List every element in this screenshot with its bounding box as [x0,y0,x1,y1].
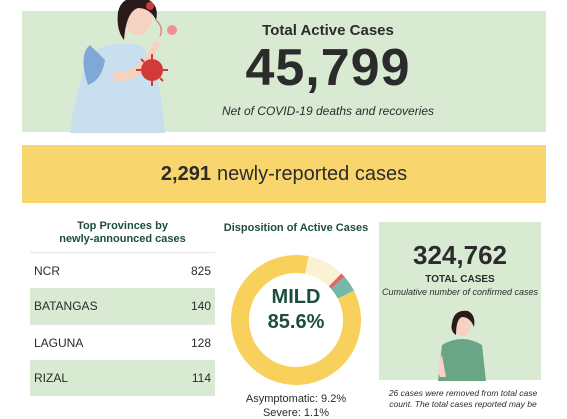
donut-segment-mild [231,255,361,385]
donut-segment-severe [328,273,345,289]
severe-text: Severe: 1.1% [262,407,330,419]
total-cases-value: 324,762 [413,240,507,270]
province-name: NCR [34,263,60,278]
person-illustration-icon [438,310,486,381]
provinces-title-line1: Top Provinces by [77,220,168,232]
provinces-title: Top Provinces by newly-announced cases [30,220,215,246]
province-row-ncr: NCR 825 [30,252,215,288]
new-cases-count: 2,291 [160,162,211,185]
province-row-laguna: LAGUNA 128 [30,324,215,360]
province-name: BATANGAS [34,299,98,313]
new-cases-band: 2,291 newly-reported cases [22,145,546,203]
provinces-list: NCR 825 BATANGAS 140 LAGUNA 128 RIZAL 11… [30,252,215,396]
coughing-woman-illustration-icon [70,0,177,133]
disposition-donut [231,255,361,385]
donut-segment-asymptomatic [304,256,342,287]
donut-center-label: MILD 85.6% [228,286,364,334]
total-cases-note: 26 cases were removed from total case co… [379,388,547,410]
province-name: LAGUNA [34,335,84,350]
new-cases-label: newly-reported cases [216,162,408,185]
province-value: 140 [190,299,211,313]
total-cases-subtitle: Cumulative number of confirmed cases [381,287,539,297]
active-cases-title: Total Active Cases [262,22,394,39]
active-cases-subtitle: Net of COVID-19 deaths and recoveries [221,104,435,118]
province-value: 114 [191,371,211,385]
provinces-title-line2: newly-announced cases [59,233,186,245]
active-cases-value: 45,799 [245,39,411,97]
note-line2: count. The total cases reported may be [389,399,537,409]
disposition-title: Disposition of Active Cases [223,222,369,234]
donut-segment-critical [330,276,354,299]
province-row-rizal: RIZAL 114 [30,360,215,396]
province-row-batangas: BATANGAS 140 [30,288,215,324]
province-value: 128 [190,335,211,350]
province-name: RIZAL [34,371,69,385]
province-value: 825 [190,263,211,278]
total-cases-label: TOTAL CASES [425,274,495,285]
asymptomatic-text: Asymptomatic: 9.2% [245,393,347,405]
donut-center-line1: MILD [271,286,321,308]
donut-center-line2: 85.6% [267,311,325,333]
note-line1: 26 cases were removed from total case [388,388,538,398]
